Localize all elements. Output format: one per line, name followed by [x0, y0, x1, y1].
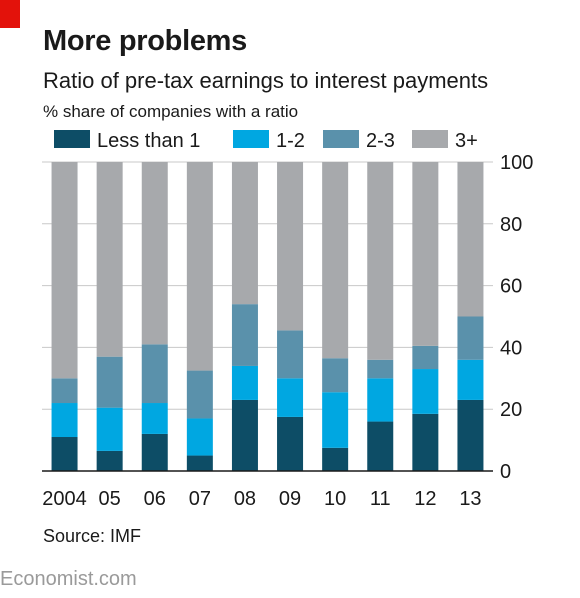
bar-segment	[367, 162, 394, 360]
bar-segment	[367, 359, 394, 379]
x-tick-label: 10	[324, 488, 346, 510]
chart-title: More problems	[43, 25, 247, 57]
bar-segment	[367, 378, 394, 422]
bar-segment	[186, 370, 213, 419]
legend-label: Less than 1	[97, 130, 200, 152]
legend-label: 2-3	[366, 130, 395, 152]
x-tick-label: 09	[279, 488, 301, 510]
y-axis: 0 20 40 60 80 100	[500, 152, 533, 483]
bar-segment	[231, 365, 258, 400]
bar-segment	[367, 421, 394, 471]
bar-segment	[96, 162, 123, 357]
bar-segment	[277, 330, 304, 379]
y-tick-label: 80	[500, 214, 522, 236]
bar-segment	[186, 455, 213, 471]
bar-segment	[231, 399, 258, 471]
bar-segment	[322, 447, 349, 471]
bar-segment	[322, 392, 349, 448]
legend-swatch	[233, 130, 269, 148]
bar-segment	[322, 358, 349, 393]
y-tick-label: 20	[500, 399, 522, 421]
bar-segment	[277, 416, 304, 471]
unit-label: % share of companies with a ratio	[43, 102, 299, 121]
bar-segment	[141, 344, 168, 404]
bar-segment	[141, 162, 168, 345]
bar-segment	[141, 433, 168, 471]
bar-segment	[51, 403, 78, 438]
x-tick-label: 2004	[42, 488, 87, 510]
x-axis: 2004 05 06 07 08 09 10 11 12 13	[42, 488, 481, 510]
y-tick-label: 0	[500, 461, 511, 483]
bar-segment	[96, 356, 123, 408]
source-note: Source: IMF	[43, 526, 142, 546]
x-tick-label: 13	[459, 488, 481, 510]
legend-swatch	[323, 130, 359, 148]
bar-segment	[457, 399, 484, 471]
bar-segment	[51, 437, 78, 471]
bar-segment	[277, 378, 304, 417]
bar-segment	[51, 162, 78, 379]
bar-segment	[457, 316, 484, 360]
bar-segment	[412, 162, 439, 346]
x-tick-label: 05	[99, 488, 121, 510]
y-tick-label: 100	[500, 152, 533, 174]
bar-segment	[96, 450, 123, 471]
legend-swatch	[412, 130, 448, 148]
bar-segment	[96, 407, 123, 451]
brand-label: Economist.com	[0, 568, 137, 590]
bar-segment	[457, 359, 484, 400]
bars	[51, 162, 484, 471]
bar-segment	[322, 162, 349, 359]
x-tick-label: 11	[370, 488, 391, 510]
y-tick-label: 40	[500, 337, 522, 359]
x-tick-label: 06	[144, 488, 166, 510]
bar-segment	[412, 369, 439, 414]
legend-label: 3+	[455, 130, 478, 152]
bar-segment	[277, 162, 304, 331]
legend-label: 1-2	[276, 130, 305, 152]
bar-segment	[141, 403, 168, 434]
legend: Less than 1 1-2 2-3 3+	[54, 130, 478, 152]
bar-segment	[231, 304, 258, 366]
chart-subtitle: Ratio of pre-tax earnings to interest pa…	[43, 68, 489, 93]
y-tick-label: 60	[500, 276, 522, 298]
bar-segment	[412, 345, 439, 370]
bar-segment	[457, 162, 484, 317]
bar-segment	[51, 378, 78, 404]
x-tick-label: 12	[414, 488, 436, 510]
x-tick-label: 08	[234, 488, 256, 510]
x-tick-label: 07	[189, 488, 211, 510]
bar-segment	[186, 418, 213, 456]
bar-segment	[186, 162, 213, 371]
bar-segment	[412, 413, 439, 471]
accent-tab	[0, 0, 20, 28]
bar-segment	[231, 162, 258, 305]
legend-swatch	[54, 130, 90, 148]
